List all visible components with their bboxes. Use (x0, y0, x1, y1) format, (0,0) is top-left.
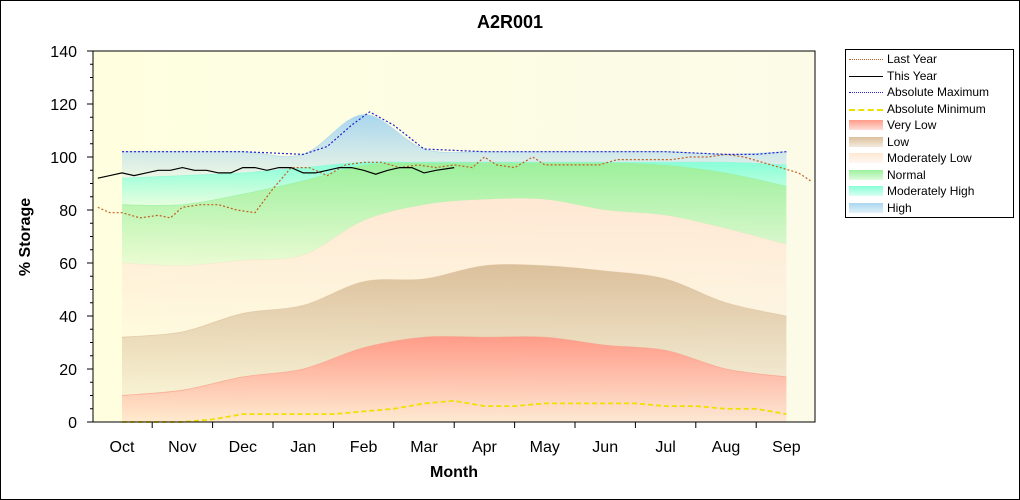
series-absolute-maximum (122, 111, 787, 156)
legend-label: Moderately Low (887, 151, 972, 165)
legend-swatch (849, 59, 883, 60)
legend-swatch (849, 153, 883, 163)
y-tick-label: 20 (59, 362, 77, 379)
x-tick-label: Sep (772, 439, 801, 456)
band-very-low-edge (121, 336, 787, 396)
band-moderately-high (122, 161, 787, 206)
legend-item: High (846, 200, 1013, 216)
y-tick-label: 0 (68, 415, 77, 432)
legend-item: Low (846, 134, 1013, 150)
band-moderately-low (122, 198, 787, 338)
y-tick-label: 80 (59, 203, 77, 220)
legend-label: Moderately High (887, 184, 975, 198)
x-tick-label: Jun (592, 439, 618, 456)
legend-item: Absolute Minimum (846, 101, 1013, 117)
legend-label: High (887, 200, 912, 215)
x-tick-label: Dec (229, 439, 257, 456)
x-axis-label: Month (430, 464, 478, 481)
legend-swatch (849, 120, 883, 130)
x-tick-label: Apr (472, 439, 498, 456)
x-tick-label: May (530, 439, 560, 456)
legend-item: Normal (846, 167, 1013, 183)
band-high (122, 114, 787, 179)
legend-swatch (849, 169, 883, 180)
legend-label: Absolute Minimum (887, 101, 986, 116)
legend-swatch (849, 186, 883, 196)
legend-item: Very Low (846, 117, 1013, 133)
series-absolute-minimum (122, 399, 787, 423)
legend-item: This Year (846, 68, 1013, 84)
x-tick-label: Jul (655, 439, 675, 456)
band-moderately-low-edge (121, 197, 787, 267)
x-tick-label: Jan (290, 439, 316, 456)
x-tick-label: Nov (168, 439, 196, 456)
x-tick-label: Feb (350, 439, 378, 456)
band-normal (122, 162, 787, 266)
legend-swatch (849, 75, 883, 77)
legend-swatch (849, 136, 883, 147)
series-last-year (97, 153, 811, 219)
y-tick-label: 40 (59, 309, 77, 326)
legend-label: Absolute Maximum (887, 85, 990, 99)
legend-item: Last Year (846, 51, 1013, 67)
series-this-year (97, 166, 455, 179)
band-high-edge (122, 114, 787, 158)
x-tick-label: Mar (410, 439, 438, 456)
legend-label: This Year (887, 68, 938, 83)
legend-label: Very Low (887, 118, 937, 132)
legend-label: Low (887, 134, 910, 149)
legend-item: Absolute Maximum (846, 84, 1013, 100)
legend-item: Moderately Low (846, 150, 1013, 166)
legend-item: Moderately High (846, 183, 1013, 199)
legend-swatch (849, 202, 883, 213)
legend-swatch (849, 108, 883, 111)
chart-title: A2R001 (476, 12, 544, 32)
legend: Last Year This Year Absolute Maximum Absolu… (845, 49, 1014, 218)
y-tick-label: 60 (59, 256, 77, 273)
x-tick-label: Aug (712, 439, 740, 456)
band-low-edge (121, 264, 787, 338)
x-tick-label: Oct (110, 439, 135, 456)
y-tick-label: 140 (50, 44, 77, 61)
legend-swatch (849, 92, 883, 93)
legend-label: Normal (887, 167, 926, 182)
band-very-low (122, 336, 787, 422)
y-tick-label: 100 (50, 150, 77, 167)
band-low (122, 264, 787, 396)
y-tick-label: 120 (50, 97, 77, 114)
legend-label: Last Year (887, 52, 938, 66)
